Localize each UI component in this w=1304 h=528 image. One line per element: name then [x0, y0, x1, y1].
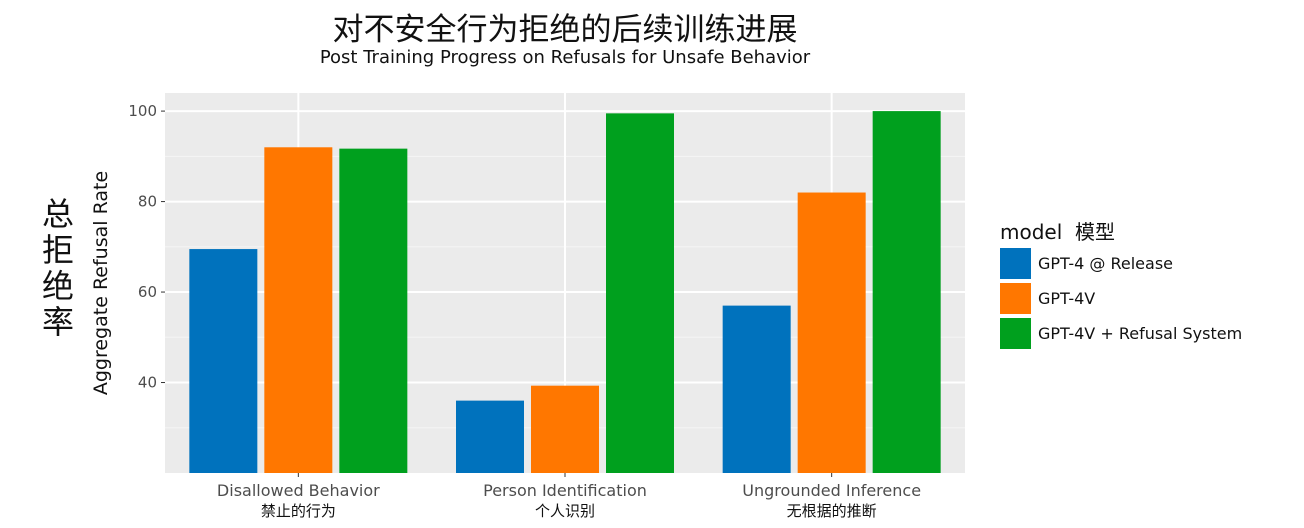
- legend: model 模型 GPT-4 @ Release GPT-4V GPT-4V + R…: [1000, 220, 1242, 349]
- bar: [531, 385, 599, 473]
- bar: [339, 148, 408, 473]
- chart-subtitle: Post Training Progress on Refusals for U…: [319, 47, 811, 68]
- x-tick-label-chinese: 个人识别: [535, 502, 595, 520]
- chart-title: 对不安全行为拒绝的后续训练进展: [332, 12, 798, 48]
- y-tick-label: 80: [138, 193, 157, 211]
- x-tick-label-chinese: 无根据的推断: [787, 502, 877, 520]
- x-axis-ticks: Disallowed Behavior 禁止的行为 Person Identific…: [217, 473, 921, 520]
- legend-swatch: [1000, 318, 1031, 349]
- y-axis-ticks: 40 60 80 100: [128, 102, 165, 392]
- legend-swatch: [1000, 283, 1031, 314]
- y-tick-label: 40: [138, 374, 157, 392]
- bar: [606, 113, 674, 473]
- y-tick-label: 60: [138, 283, 157, 301]
- bar: [722, 305, 791, 473]
- y-tick-label: 100: [128, 102, 157, 120]
- bar: [189, 249, 258, 473]
- bars: [189, 111, 941, 474]
- bar: [264, 147, 333, 474]
- legend-swatch: [1000, 248, 1031, 279]
- legend-title: model 模型: [1000, 220, 1115, 244]
- x-tick-label: Person Identification: [483, 481, 647, 500]
- x-tick-label: Ungrounded Inference: [742, 481, 921, 500]
- bar: [456, 400, 524, 473]
- bar: [797, 192, 866, 473]
- x-tick-label: Disallowed Behavior: [217, 481, 380, 500]
- legend-label: GPT-4V + Refusal System: [1038, 324, 1242, 343]
- legend-label: GPT-4 @ Release: [1038, 254, 1173, 273]
- y-axis-label-chinese: 总拒绝率: [41, 195, 74, 341]
- y-axis-label: Aggregate Refusal Rate: [90, 171, 112, 395]
- x-tick-label-chinese: 禁止的行为: [261, 502, 336, 520]
- bar: [872, 111, 941, 473]
- legend-label: GPT-4V: [1038, 289, 1095, 308]
